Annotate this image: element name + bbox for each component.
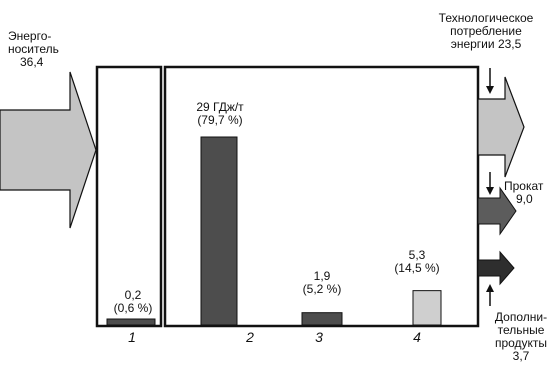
bar-4-value: 5,3	[408, 248, 426, 262]
bar-4-label: 5,3 (14,5 %)	[384, 249, 450, 275]
tech-label-line1: Технологическое	[438, 11, 534, 25]
input-label-line2: носитель	[8, 42, 59, 56]
rolled-product-title: Прокат	[504, 179, 544, 193]
byproducts-line2: тельные	[497, 323, 545, 337]
stage-1-frame	[95, 65, 163, 328]
byproducts-label: Дополни- тельные продукты 3,7	[486, 311, 556, 363]
bar-1-percent: (0,6 %)	[113, 301, 153, 315]
bar-stage-2	[200, 136, 238, 326]
bar-4-percent: (14,5 %)	[394, 261, 440, 275]
bar-stage-3	[301, 312, 343, 326]
byproducts-line3: продукты	[494, 336, 548, 350]
byproducts-line1: Дополни-	[494, 310, 548, 324]
stage-index-3: 3	[315, 329, 323, 345]
technological-consumption-arrow	[477, 76, 525, 178]
rolled-product-arrow	[477, 186, 517, 236]
byproducts-up-arrow-icon	[486, 284, 494, 306]
input-value: 36,4	[20, 55, 44, 69]
tech-consumption-value: 23,5	[497, 37, 522, 51]
bar-stage-1	[106, 318, 156, 326]
stage-index-4: 4	[413, 329, 421, 345]
byproducts-arrow	[477, 250, 515, 286]
bar-3-label: 1,9 (5,2 %)	[292, 270, 352, 296]
stage-index-1: 1	[128, 329, 136, 345]
stage-2-4-frame	[163, 65, 480, 328]
technological-consumption-label: Технологическое потребление энергии 23,5	[414, 12, 558, 51]
byproducts-value: 3,7	[512, 349, 530, 363]
rolled-product-label: Прокат 9,0	[504, 180, 543, 206]
tech-label-line3: энергии 23,5	[414, 38, 558, 51]
input-energy-arrow	[0, 71, 97, 229]
input-label: Энерго- носитель 36,4	[8, 30, 59, 69]
bar-1-value: 0,2	[124, 288, 142, 302]
rolled-down-arrow-icon	[486, 172, 494, 195]
tech-label-energy: энергии	[450, 37, 495, 51]
stage-index-2: 2	[246, 329, 254, 345]
tech-down-arrow-icon	[486, 68, 494, 94]
input-label-line1: Энерго-	[8, 29, 52, 43]
bar-3-value: 1,9	[313, 269, 331, 283]
bar-2-percent: (79,7 %)	[197, 113, 243, 127]
bar-2-label: 29 ГДж/т (79,7 %)	[183, 101, 257, 127]
bar-2-value: 29 ГДж/т	[196, 100, 244, 114]
bar-1-label: 0,2 (0,6 %)	[103, 289, 163, 315]
rolled-product-value: 9,0	[516, 192, 533, 206]
bar-stage-4	[412, 290, 442, 326]
tech-label-line2: потребление	[450, 24, 522, 38]
bar-3-percent: (5,2 %)	[302, 282, 342, 296]
